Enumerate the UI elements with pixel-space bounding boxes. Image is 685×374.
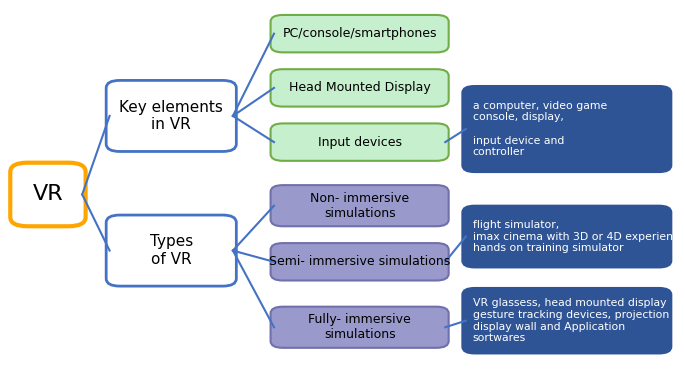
Text: Head Mounted Display: Head Mounted Display [289, 82, 430, 94]
FancyBboxPatch shape [106, 215, 236, 286]
FancyBboxPatch shape [271, 307, 449, 348]
Text: PC/console/smartphones: PC/console/smartphones [282, 27, 437, 40]
FancyBboxPatch shape [462, 206, 671, 267]
FancyBboxPatch shape [271, 15, 449, 52]
FancyBboxPatch shape [271, 123, 449, 161]
Text: Semi- immersive simulations: Semi- immersive simulations [269, 255, 450, 268]
FancyBboxPatch shape [271, 243, 449, 280]
Text: VR glassess, head mounted display
gesture tracking devices, projection &
display: VR glassess, head mounted display gestur… [473, 298, 681, 343]
Text: Fully- immersive
simulations: Fully- immersive simulations [308, 313, 411, 341]
FancyBboxPatch shape [271, 185, 449, 226]
FancyBboxPatch shape [462, 86, 671, 172]
FancyBboxPatch shape [462, 288, 671, 353]
Text: Input devices: Input devices [318, 136, 401, 148]
Text: Non- immersive
simulations: Non- immersive simulations [310, 192, 409, 220]
Text: Key elements
in VR: Key elements in VR [119, 100, 223, 132]
Text: Types
of VR: Types of VR [149, 234, 193, 267]
Text: VR: VR [33, 184, 63, 205]
Text: flight simulator,
imax cinema with 3D or 4D experiences,
hands on training simul: flight simulator, imax cinema with 3D or… [473, 220, 685, 253]
Text: a computer, video game
console, display,

input device and
controller: a computer, video game console, display,… [473, 101, 607, 157]
FancyBboxPatch shape [271, 69, 449, 107]
FancyBboxPatch shape [10, 163, 86, 226]
FancyBboxPatch shape [106, 80, 236, 151]
